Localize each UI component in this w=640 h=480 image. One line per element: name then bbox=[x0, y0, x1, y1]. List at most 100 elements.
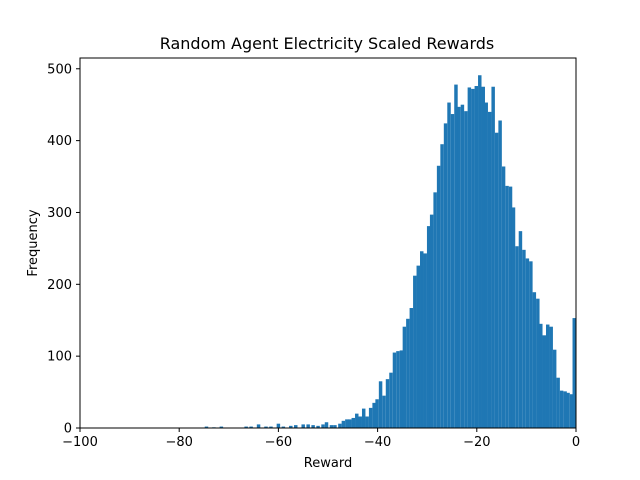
histogram-bar bbox=[478, 75, 482, 428]
histogram-bar bbox=[471, 88, 475, 429]
histogram-bar bbox=[311, 425, 315, 428]
histogram-bar bbox=[556, 377, 560, 428]
histogram-bar bbox=[256, 424, 261, 428]
histogram-bar bbox=[276, 423, 281, 428]
histogram-bar bbox=[491, 86, 495, 429]
x-axis-ticks: −100 −80 −60 −40 −20 0 bbox=[62, 428, 580, 450]
histogram-bar bbox=[426, 226, 431, 428]
bars-group bbox=[204, 75, 576, 429]
histogram-bar bbox=[382, 395, 386, 428]
histogram-bar bbox=[494, 132, 499, 428]
histogram-bar bbox=[532, 292, 537, 428]
y-tick-label: 300 bbox=[47, 206, 72, 221]
histogram-bar bbox=[385, 379, 390, 428]
histogram-bar bbox=[289, 425, 293, 428]
histogram-bar bbox=[549, 326, 553, 428]
histogram-bar bbox=[545, 324, 550, 428]
histogram-bar bbox=[450, 114, 455, 429]
histogram-bar bbox=[416, 265, 421, 428]
histogram-bar bbox=[447, 102, 451, 428]
histogram-bar bbox=[406, 318, 410, 428]
x-axis-label: Reward bbox=[304, 456, 352, 471]
histogram-bar bbox=[420, 251, 424, 428]
histogram-bar bbox=[244, 426, 248, 428]
histogram-bar bbox=[525, 258, 530, 428]
histogram-bar bbox=[413, 275, 417, 428]
histogram-bar bbox=[522, 249, 526, 428]
histogram-bar bbox=[569, 394, 574, 428]
y-axis-label: Frequency bbox=[26, 209, 41, 276]
histogram-bar bbox=[484, 102, 488, 428]
histogram-bar bbox=[443, 123, 448, 429]
histogram-bar bbox=[467, 87, 472, 429]
x-tick-label: −40 bbox=[364, 435, 391, 450]
histogram-bar bbox=[505, 185, 509, 428]
plot-frame bbox=[79, 57, 577, 429]
histogram-bar bbox=[508, 186, 513, 428]
histogram-bar bbox=[249, 426, 253, 428]
x-tick-label: −80 bbox=[165, 435, 192, 450]
chart-title: Random Agent Electricity Scaled Rewards bbox=[160, 34, 495, 53]
histogram-bar bbox=[481, 86, 485, 429]
histogram-bar bbox=[345, 419, 349, 428]
histogram-bar bbox=[324, 422, 329, 428]
histogram-bar bbox=[351, 417, 356, 428]
histogram-bar bbox=[433, 192, 437, 428]
histogram-bar bbox=[454, 84, 458, 429]
histogram-bar bbox=[436, 165, 441, 429]
histogram-bar bbox=[539, 323, 543, 428]
histogram-bar bbox=[511, 207, 516, 428]
y-tick-label: 400 bbox=[47, 134, 72, 149]
histogram-bar bbox=[329, 425, 334, 428]
histogram-bar bbox=[281, 426, 286, 428]
y-axis-ticks: 0 100 200 300 400 500 bbox=[47, 62, 80, 437]
histogram-bar bbox=[515, 246, 519, 428]
histogram-bar bbox=[338, 423, 342, 428]
y-tick-label: 100 bbox=[47, 350, 72, 365]
histogram-bar bbox=[321, 424, 325, 428]
histogram-bar bbox=[460, 104, 465, 428]
histogram-bar bbox=[219, 426, 224, 428]
histogram-bar bbox=[389, 372, 393, 428]
histogram-bar bbox=[396, 351, 400, 428]
histogram-bar bbox=[542, 335, 546, 428]
histogram-bar bbox=[378, 381, 383, 428]
histogram-bar bbox=[402, 326, 407, 428]
histogram-bar bbox=[316, 425, 320, 428]
histogram-bar bbox=[429, 214, 434, 428]
histogram-bar bbox=[341, 420, 346, 428]
histogram-bar bbox=[457, 106, 461, 428]
histogram-bar bbox=[474, 86, 479, 429]
histogram-bar bbox=[348, 419, 352, 428]
histogram-bar bbox=[501, 166, 506, 428]
histogram-bar bbox=[498, 120, 502, 428]
histogram-bar bbox=[464, 111, 468, 429]
histogram-bar bbox=[375, 399, 379, 428]
histogram-bar bbox=[365, 416, 369, 428]
histogram-bar bbox=[294, 425, 298, 428]
histogram-bar bbox=[358, 416, 362, 428]
histogram-bar bbox=[518, 231, 523, 428]
histogram-bar bbox=[440, 144, 444, 428]
histogram-bar bbox=[566, 392, 570, 428]
histogram-bar bbox=[204, 426, 209, 428]
x-tick-label: −20 bbox=[463, 435, 490, 450]
histogram-bar bbox=[536, 298, 540, 428]
x-tick-label: 0 bbox=[572, 435, 580, 450]
histogram-bar bbox=[392, 352, 397, 428]
histogram-bar bbox=[264, 426, 268, 428]
histogram-bar bbox=[355, 413, 359, 428]
histogram-bar bbox=[372, 402, 376, 428]
y-tick-label: 200 bbox=[47, 278, 72, 293]
histogram-bar bbox=[529, 261, 533, 428]
histogram-bar bbox=[368, 407, 373, 428]
x-tick-label: −60 bbox=[265, 435, 292, 450]
x-tick-label: −100 bbox=[62, 435, 98, 450]
histogram-bar bbox=[269, 426, 273, 428]
y-tick-label: 500 bbox=[47, 62, 72, 77]
y-tick-label: 0 bbox=[64, 422, 72, 437]
histogram-bar bbox=[559, 390, 564, 428]
histogram-bar bbox=[563, 391, 567, 428]
histogram-bar bbox=[572, 318, 576, 428]
histogram-bar bbox=[361, 408, 366, 428]
